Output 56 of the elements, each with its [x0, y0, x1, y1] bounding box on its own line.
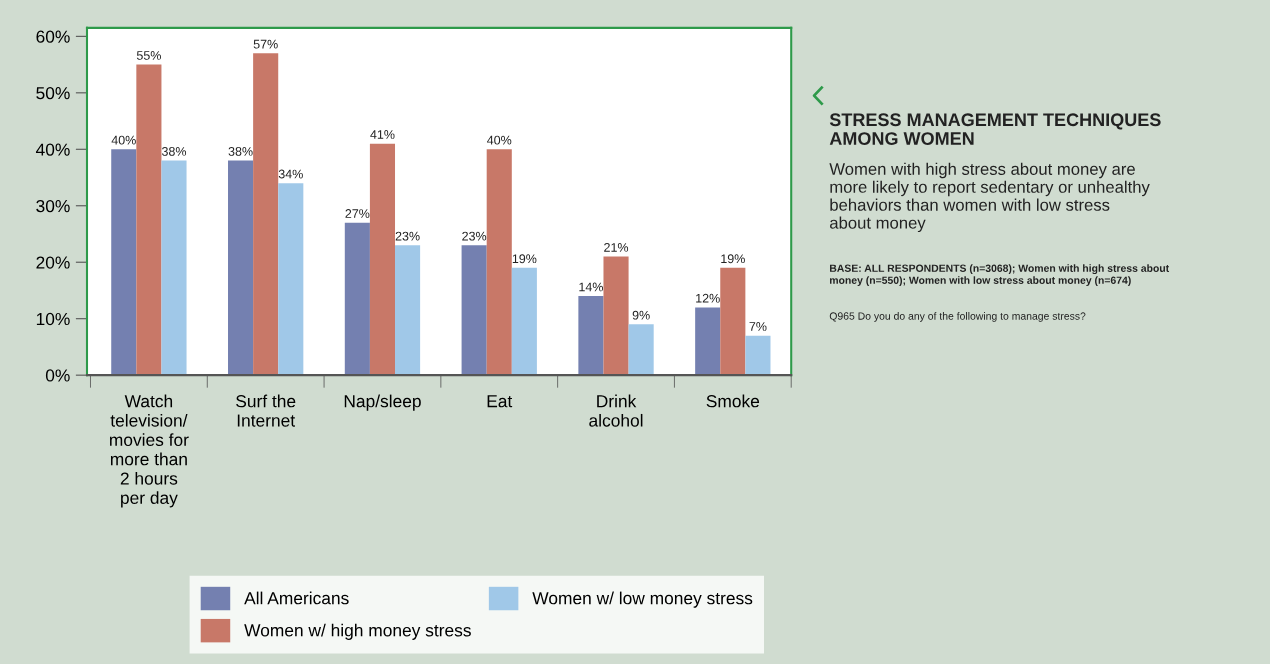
x-tick-label: Smoke: [706, 394, 760, 408]
bar: [344, 222, 370, 376]
y-tick-label: 0%: [45, 369, 70, 382]
data-label: 14%: [579, 282, 603, 292]
x-tick-label: Watch television/ movies for more than 2 hours per day: [110, 394, 189, 508]
bar: [603, 256, 629, 376]
data-label: 9%: [632, 310, 650, 320]
bar: [511, 267, 537, 376]
x-tick-label: Drink alcohol: [589, 394, 643, 427]
bar: [136, 64, 162, 376]
text: Women with high stress about money are more likely to report sedentary or unhealthy behaviors than women with low stress about money: [829, 162, 1150, 233]
bar: [745, 335, 771, 376]
data-label: 27%: [345, 209, 370, 218]
data-label: 12%: [696, 293, 720, 303]
y-tick-label: 50%: [36, 86, 70, 100]
data-label: 40%: [111, 135, 136, 145]
y-tick-label: 60%: [36, 30, 70, 43]
bar: [228, 160, 254, 376]
bar: [111, 149, 137, 376]
text: STRESS MANAGEMENT TECHNIQUES AMONG WOMEN: [829, 113, 1161, 145]
bar: [461, 245, 487, 376]
y-tick-label: 40%: [35, 143, 70, 156]
data-label: 38%: [228, 147, 253, 156]
data-label: 21%: [604, 243, 629, 252]
legend-label: All Americans: [244, 591, 349, 605]
bar: [161, 160, 187, 376]
data-label: 23%: [395, 231, 420, 241]
bar: [628, 324, 654, 376]
data-label: 41%: [370, 130, 395, 139]
bar: [486, 149, 512, 376]
data-label: 7%: [749, 322, 767, 331]
data-label: 19%: [721, 254, 745, 264]
data-label: 40%: [487, 135, 512, 145]
bar: [720, 267, 746, 376]
legend-label: Women w/ high money stress: [244, 623, 471, 640]
bar: [695, 307, 721, 376]
x-tick-label: Surf the Internet: [236, 394, 296, 427]
data-label: 38%: [161, 147, 187, 156]
data-label: 34%: [278, 169, 303, 179]
data-label: 57%: [253, 39, 278, 49]
x-tick-label: Eat: [487, 395, 513, 408]
text: Q965 Do you do any of the following to manage stress?: [829, 312, 1086, 322]
y-tick-label: 10%: [36, 312, 70, 326]
y-tick-label: 20%: [36, 256, 70, 269]
bar: [253, 53, 279, 376]
data-label: 23%: [462, 231, 487, 241]
data-label: 55%: [136, 51, 161, 60]
x-tick-label: Nap/sleep: [344, 394, 421, 411]
y-tick-label: 30%: [36, 199, 70, 213]
legend-label: Women w/ low money stress: [532, 591, 753, 608]
data-label: 19%: [512, 254, 537, 264]
bar: [278, 183, 304, 376]
bar: [369, 143, 396, 376]
bar: [578, 296, 604, 376]
text: BASE: ALL RESPONDENTS (n=3068); Women with high stress about money (n=550); Women with low stress about money (n=674): [830, 264, 1170, 286]
bar: [395, 245, 421, 376]
